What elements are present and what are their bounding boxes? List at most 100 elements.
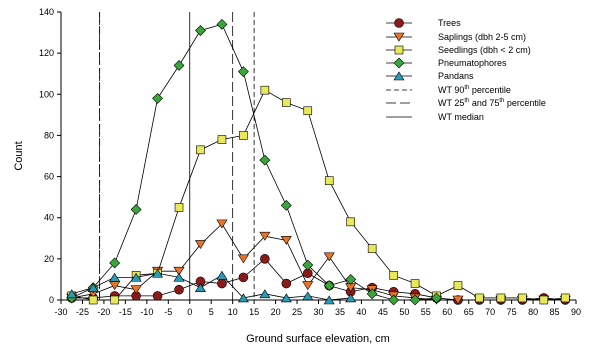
data-point — [88, 295, 98, 305]
series-line — [71, 23, 437, 301]
legend-item-wt90: WT 90th percentile — [386, 85, 511, 95]
x-tick-label: 90 — [571, 307, 581, 317]
x-tick-label: 75 — [507, 307, 517, 317]
legend-label-wt2575: WT 25th and 75th percentile — [438, 98, 546, 108]
y-tick-label: 20 — [44, 254, 54, 264]
data-point — [280, 236, 292, 245]
x-tick-label: 30 — [313, 307, 323, 317]
x-tick-label: 40 — [356, 307, 366, 317]
data-point — [239, 131, 248, 140]
y-tick-label: 100 — [39, 89, 54, 99]
data-point — [66, 289, 78, 299]
data-point — [282, 98, 291, 107]
x-tick-label: 80 — [528, 307, 538, 317]
data-point — [152, 92, 163, 104]
data-point — [110, 295, 119, 305]
series-circle — [66, 254, 571, 305]
data-point — [259, 154, 271, 166]
series-line — [71, 258, 566, 301]
tick-labels: -30 -25 -20 -15 -10 -5 0 5 10 15 20 25 30 35 40 45 50 55 6… — [39, 7, 581, 317]
legend-marker-pneumatophores — [393, 57, 405, 69]
x-tick-label: 55 — [421, 307, 431, 317]
series-triangle-down — [66, 219, 571, 305]
legend-item-saplings: Saplings (dbh 2-5 cm) — [386, 32, 526, 42]
x-tick-label: 70 — [485, 307, 495, 317]
series-triangle-up — [66, 268, 357, 305]
legend-marker-saplings — [393, 32, 405, 42]
x-tick-label: 0 — [187, 307, 192, 317]
legend-marker-pandans — [393, 71, 405, 81]
data-point — [475, 293, 484, 303]
data-point — [194, 283, 207, 292]
legend-item-trees: Trees — [386, 18, 461, 28]
x-tick-label: 5 — [209, 307, 214, 317]
legend-marker-seedlings — [394, 45, 404, 55]
data-point — [217, 278, 227, 289]
legend-marker-trees — [394, 18, 404, 28]
data-point — [152, 291, 163, 301]
data-point — [216, 219, 228, 229]
y-tick-label: 120 — [39, 48, 54, 58]
series-line — [71, 89, 566, 301]
x-tick-label: -15 — [119, 307, 132, 317]
x-axis-title: Ground surface elevation, cm — [246, 333, 390, 345]
data-point — [410, 279, 420, 288]
data-point — [323, 295, 335, 305]
data-point — [453, 281, 463, 290]
legend-label-seedlings: Seedlings (dbh < 2 cm) — [438, 45, 531, 55]
x-tick-label: -5 — [164, 307, 172, 317]
data-point — [173, 272, 185, 282]
legend-label-pneumatophores: Pneumatophores — [438, 58, 507, 68]
data-point — [130, 285, 142, 295]
data-point — [194, 240, 207, 250]
series-line — [71, 223, 566, 301]
series — [66, 18, 571, 306]
data-point — [152, 268, 164, 278]
data-point — [217, 135, 227, 144]
legend-label-saplings: Saplings (dbh 2-5 cm) — [438, 32, 526, 42]
x-tick-label: -20 — [97, 307, 110, 317]
data-point — [237, 254, 249, 264]
data-point — [130, 204, 142, 215]
data-point — [173, 60, 185, 71]
data-point — [280, 293, 292, 303]
data-point — [130, 272, 142, 282]
data-point — [237, 66, 249, 78]
data-point — [87, 283, 99, 292]
y-tick-label: 140 — [39, 7, 54, 17]
data-point — [367, 244, 377, 253]
data-point — [259, 289, 271, 299]
x-tick-label: 10 — [228, 307, 238, 317]
data-point — [323, 252, 335, 262]
x-tick-label: -10 — [140, 307, 153, 317]
axes — [60, 12, 576, 301]
legend-label-trees: Trees — [438, 18, 461, 28]
data-point — [173, 266, 185, 276]
data-point — [324, 176, 334, 185]
y-tick-label: 0 — [49, 295, 54, 305]
data-point — [409, 294, 421, 306]
data-point — [560, 293, 570, 303]
data-point — [238, 272, 249, 283]
data-point — [452, 295, 464, 305]
x-tick-label: 35 — [335, 307, 345, 317]
x-tick-label: -25 — [76, 307, 89, 317]
x-tick-label: 50 — [399, 307, 409, 317]
x-tick-label: 65 — [464, 307, 474, 317]
data-point — [366, 288, 378, 300]
x-tick-label: 20 — [271, 307, 281, 317]
data-point — [109, 257, 121, 269]
data-point — [260, 85, 270, 95]
data-point — [196, 145, 205, 155]
x-tick-label: 15 — [249, 307, 259, 317]
x-tick-label: -30 — [54, 307, 67, 317]
data-point — [302, 291, 314, 301]
x-tick-label: 60 — [442, 307, 452, 317]
legend-item-wtmedian: WT median — [386, 112, 484, 122]
y-tick-label: 80 — [44, 130, 54, 140]
legend-item-pandans: Pandans — [386, 71, 474, 81]
data-point — [216, 18, 228, 30]
data-point — [260, 254, 270, 264]
legend: Trees Saplings (dbh 2-5 cm) Seedlings (d… — [386, 18, 546, 122]
